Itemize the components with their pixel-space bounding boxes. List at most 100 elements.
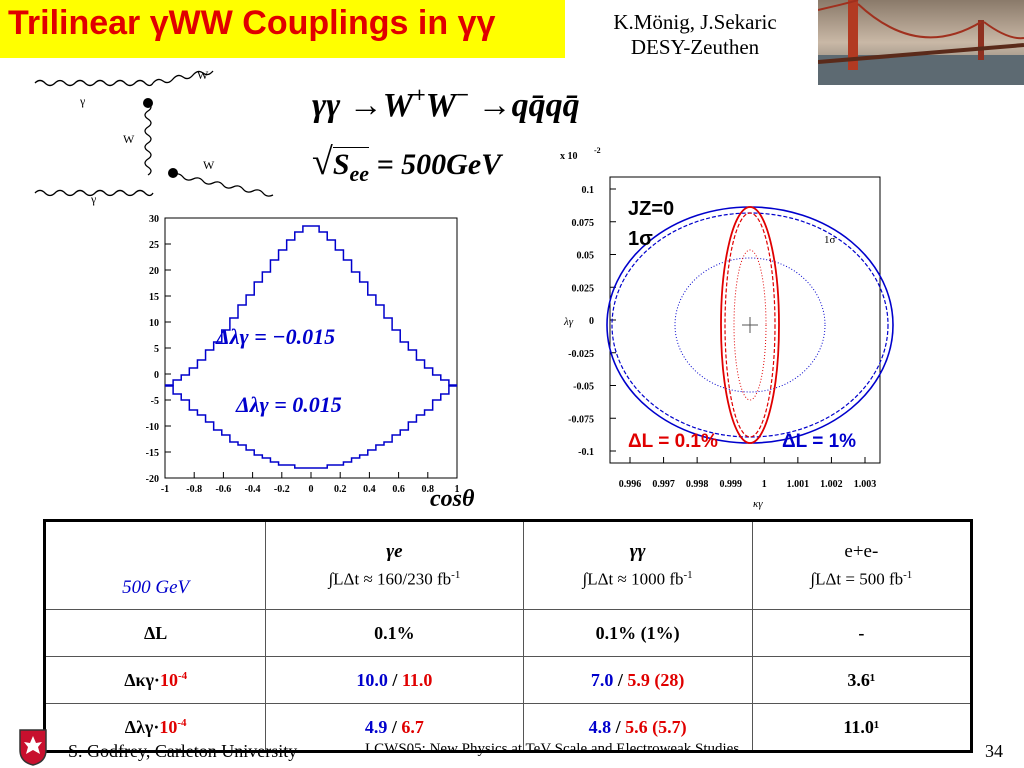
header-ee: e+e- ∫LΔt = 500 fb-1 (751, 520, 973, 610)
x-tick-label: 1 (762, 479, 767, 490)
legend-blue: ΔL = 1% (782, 431, 856, 452)
coupling-contour-plot: 0.1 0.075 0.05 0.025 0 -0.025 -0.05 -0.075 -0.1 0… (560, 146, 894, 510)
label-w-middle: W (123, 132, 135, 146)
y-tick-label: -0.05 (573, 382, 594, 393)
y-tick-label: 0.025 (572, 283, 595, 294)
x-tick-label: 0.998 (686, 479, 709, 490)
vertex-bottom (168, 168, 178, 178)
slide-title: Trilinear γWW Couplings in γγ (8, 4, 496, 42)
x-tick-label: 1.003 (854, 479, 877, 490)
x-tick-label: 0.999 (719, 479, 742, 490)
x-tick-label: 0.6 (392, 484, 405, 495)
x-axis-title: cosθ (430, 486, 475, 512)
y-tick-label: -0.075 (568, 414, 594, 425)
footer-conference: LCWS05: New Physics at TeV Scale and Ele… (365, 741, 740, 757)
x-tick-label: 0.996 (619, 479, 642, 490)
authors-names: K.Mönig, J.Sekaric (613, 10, 777, 34)
x-tick-label: -0.4 (245, 484, 261, 495)
photon-line-top (34, 79, 154, 87)
table-row: Δλγ·10-4 4.9 / 6.7 4.8 / 5.6 (5.7) 11.0¹ (43, 703, 973, 752)
x-tick-label: 1 (455, 484, 460, 495)
histogram-pos-coupling (165, 385, 457, 469)
results-table: 500 GeV γe ∫LΔt ≈ 160/230 fb-1 γγ ∫LΔt ≈… (43, 519, 973, 753)
w-line-bottom (172, 173, 274, 197)
sigma-small-label: 1σ (824, 234, 836, 246)
y-tick-label: 0.075 (572, 218, 595, 229)
energy-formula: √See = 500GeV (312, 141, 502, 186)
x-tick-label: -0.8 (186, 484, 202, 495)
row-label: Δκγ·10-4 (43, 656, 267, 704)
cell-gamma-e: 10.0 / 11.0 (265, 656, 524, 704)
header-gamma-e: γe ∫LΔt ≈ 160/230 fb-1 (265, 520, 524, 610)
x-tick-label: 0.8 (422, 484, 435, 495)
x-tick-label: 0.997 (652, 479, 675, 490)
y-tick-label: 0.05 (577, 251, 595, 262)
y-tick-label: 20 (149, 266, 159, 277)
x-tick-label: 1.001 (787, 479, 810, 490)
y-tick-label: 10 (149, 318, 159, 329)
sigma-label: 1σ (628, 228, 653, 250)
x-tick-label: 0.4 (363, 484, 376, 495)
cell-gamma-gamma: 7.0 / 5.9 (28) (522, 656, 753, 704)
photon-line-bottom (34, 189, 154, 197)
cell-gamma-e: 4.9 / 6.7 (265, 703, 524, 752)
y-tick-label: 30 (149, 214, 159, 225)
w-line-top (152, 70, 214, 84)
y-tick-label: -0.1 (578, 447, 594, 458)
y-tick-label: -0.025 (568, 349, 594, 360)
x-tick-label: -0.6 (215, 484, 231, 495)
label-gamma-top: γ (79, 94, 86, 108)
cell-gamma-e: 0.1% (265, 609, 524, 657)
header-gamma-gamma: γγ ∫LΔt ≈ 1000 fb-1 (522, 520, 753, 610)
label-neg-coupling: Δλγ = −0.015 (215, 324, 335, 349)
y-axis-label: λγ (563, 316, 574, 328)
row-label: Δλγ·10-4 (43, 703, 267, 752)
table-header-row: 500 GeV γe ∫LΔt ≈ 160/230 fb-1 γγ ∫LΔt ≈… (43, 520, 973, 610)
table-row: ΔL 0.1% 0.1% (1%) - (43, 609, 973, 657)
label-w-bottom: W (203, 158, 215, 172)
axis-multiplier: x 10 (560, 151, 578, 162)
label-gamma-bottom: γ (90, 192, 97, 206)
university-logo-icon (19, 729, 47, 766)
cell-gamma-gamma: 0.1% (1%) (522, 609, 753, 657)
table-row: Δκγ·10-4 10.0 / 11.0 7.0 / 5.9 (28) 3.6¹ (43, 656, 973, 704)
y-tick-label: -5 (151, 396, 159, 407)
row-label: ΔL (43, 609, 267, 657)
y-tick-label: 0 (589, 316, 594, 327)
cell-ee: - (751, 609, 973, 657)
feynman-diagram: γ γ W W W (34, 68, 274, 206)
bridge-photo (818, 0, 1024, 85)
axis-multiplier-exp: -2 (594, 146, 601, 155)
y-tick-label: -15 (146, 448, 159, 459)
x-tick-label: -0.2 (274, 484, 290, 495)
x-tick-label: -1 (161, 484, 169, 495)
legend-red: ΔL = 0.1% (628, 431, 718, 452)
table-corner-cell: 500 GeV (43, 520, 267, 610)
vertex-top (143, 98, 153, 108)
w-line-middle (144, 102, 152, 176)
process-formula: γγ →W+W− →qq̄qq̄ (312, 82, 580, 124)
cell-ee: 11.0¹ (751, 703, 973, 752)
contour-red-outer (720, 206, 780, 444)
page-number: 34 (985, 741, 1003, 761)
contour-red-dashed (724, 212, 776, 438)
authors-institute: DESY-Zeuthen (630, 35, 760, 59)
y-tick-label: -20 (146, 474, 159, 485)
y-tick-label: 25 (149, 240, 159, 251)
x-tick-label: 0.2 (334, 484, 347, 495)
cell-gamma-gamma: 4.8 / 5.6 (5.7) (522, 703, 753, 752)
cell-ee: 3.6¹ (751, 656, 973, 704)
label-pos-coupling: Δλγ = 0.015 (235, 392, 342, 417)
y-tick-label: -10 (146, 422, 159, 433)
x-tick-label: 0 (309, 484, 314, 495)
x-tick-label: 1.002 (820, 479, 843, 490)
histogram-neg-coupling (165, 225, 457, 386)
jz-label: JZ=0 (628, 198, 674, 220)
y-tick-label: 5 (154, 344, 159, 355)
results-table-wrap: 500 GeV γe ∫LΔt ≈ 160/230 fb-1 γγ ∫LΔt ≈… (43, 519, 973, 753)
contour-blue-inner-dotted (674, 257, 826, 393)
authors-block: K.Mönig, J.Sekaric DESY-Zeuthen (570, 10, 820, 60)
title-banner (0, 0, 565, 58)
y-tick-label: 0 (154, 370, 159, 381)
